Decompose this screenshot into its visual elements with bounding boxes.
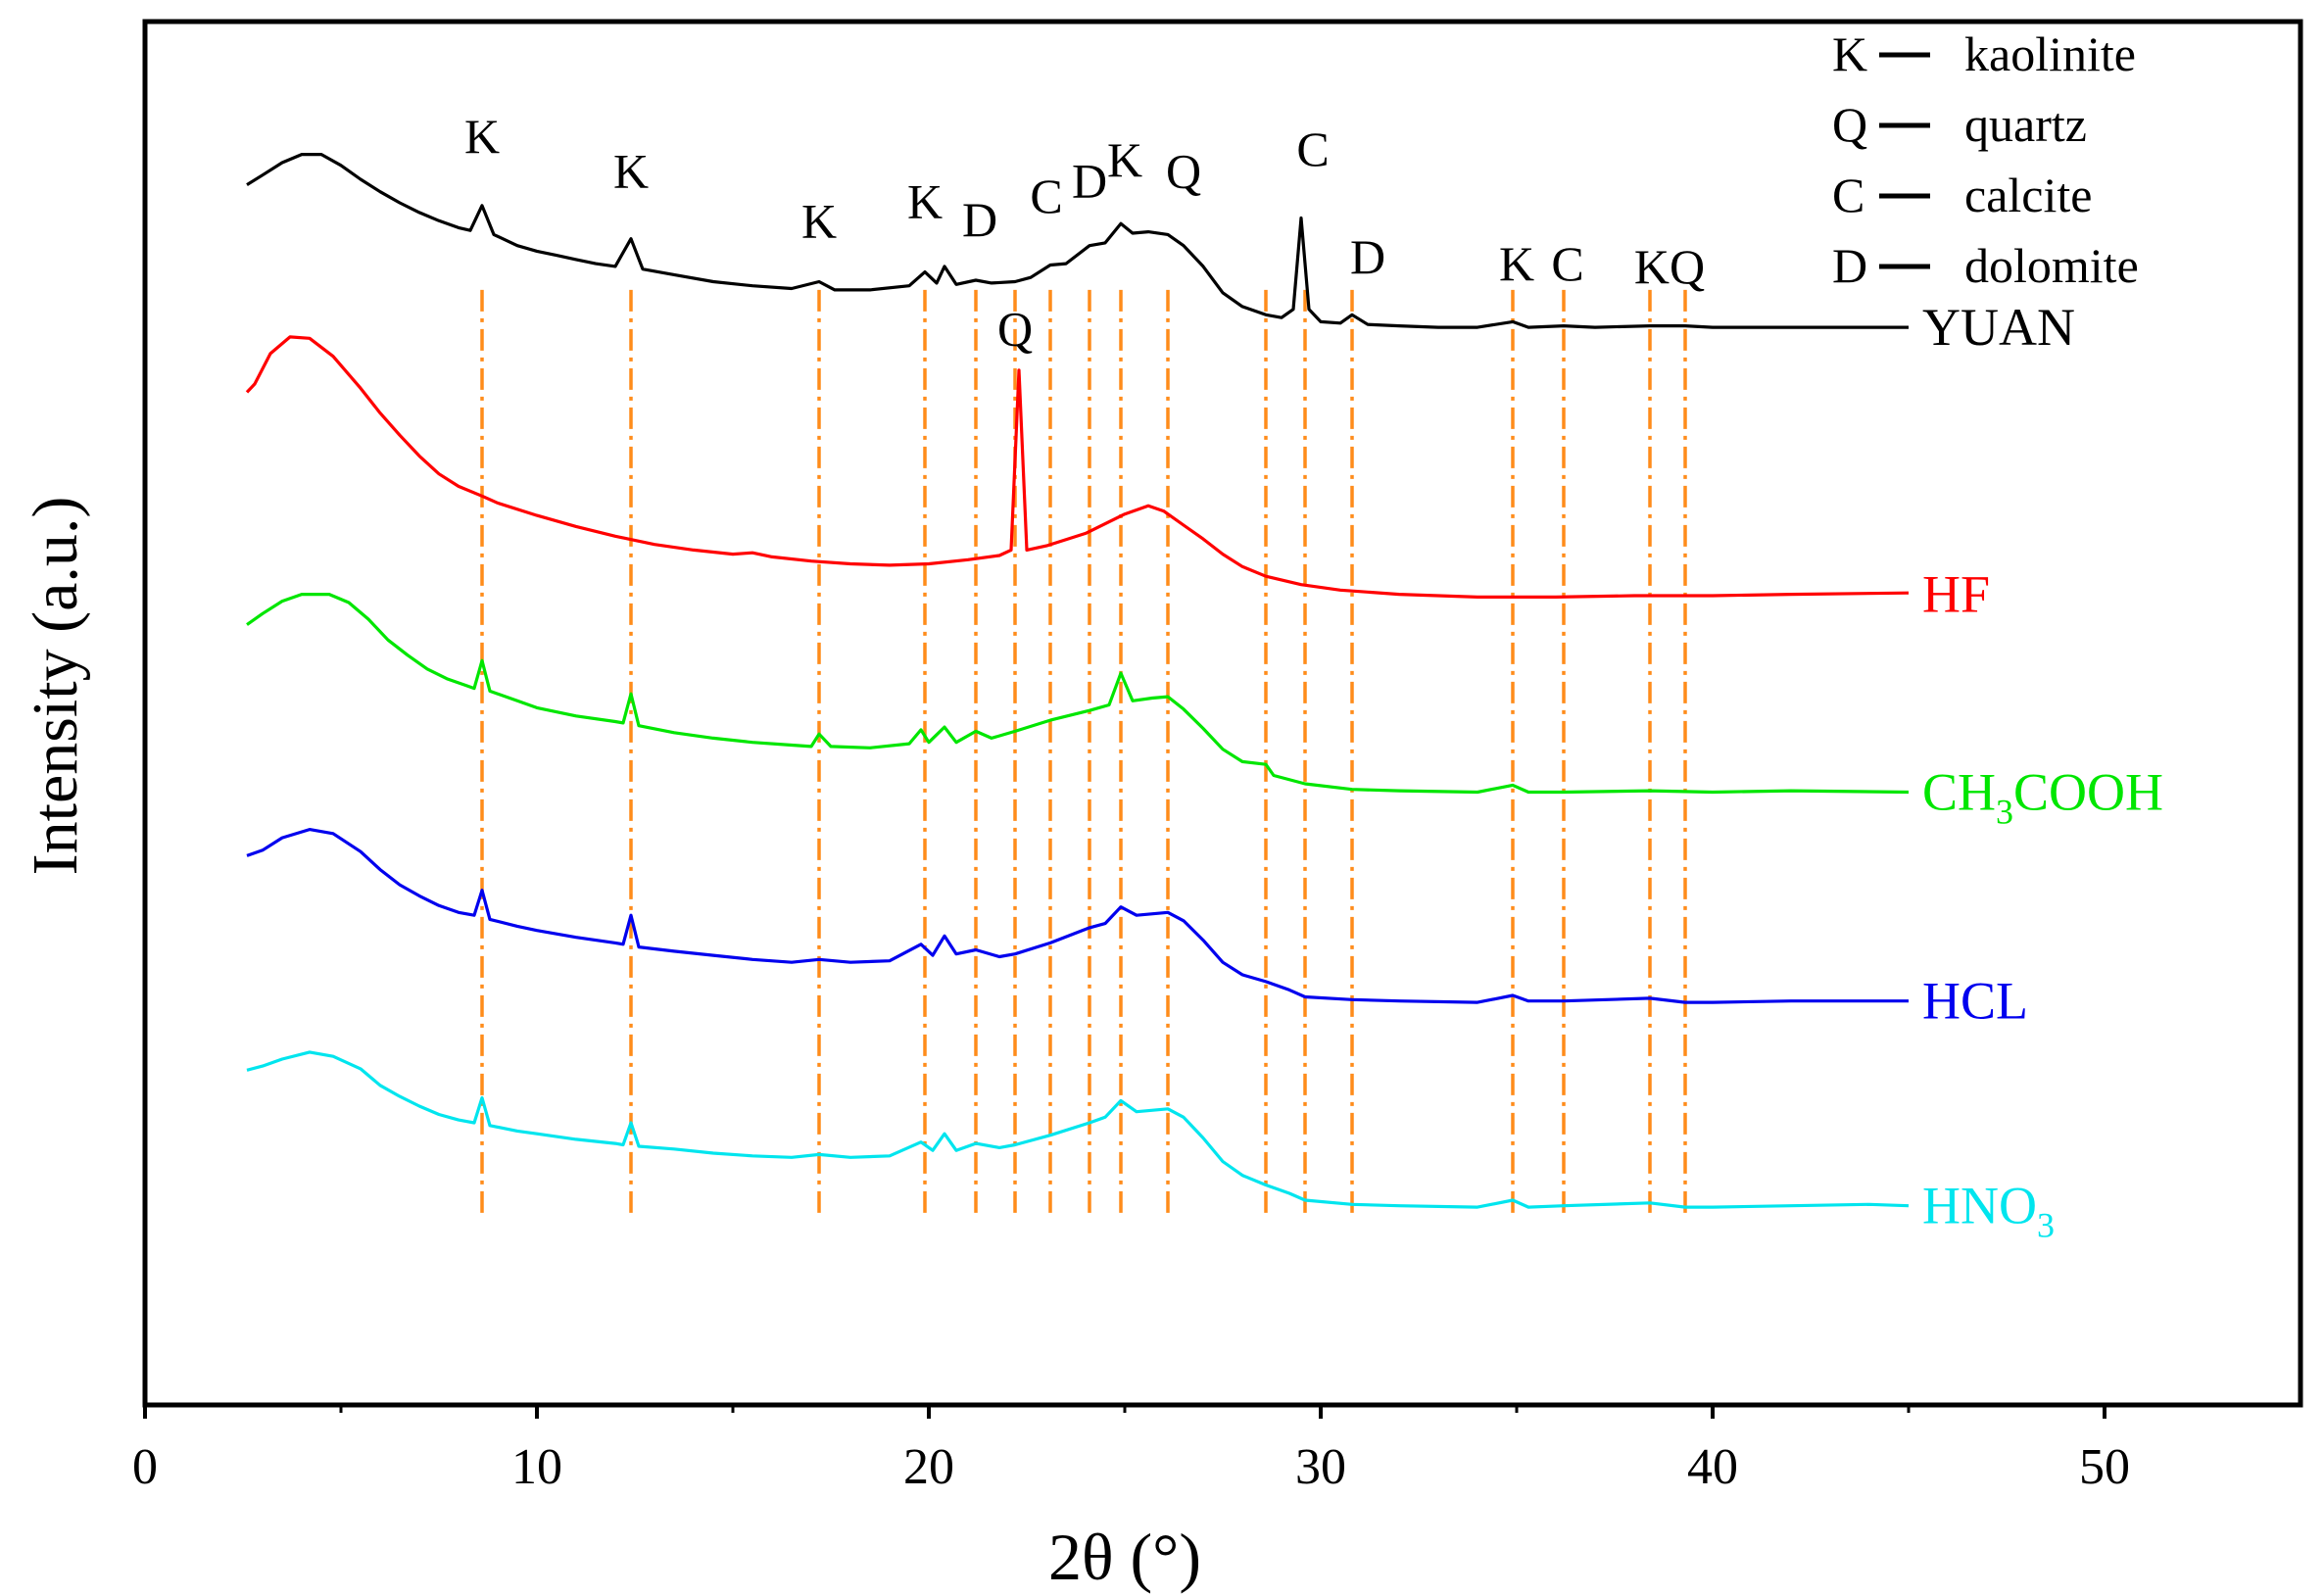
series-label-hcl: HCL <box>1922 972 2028 1031</box>
x-tick-label: 0 <box>132 1439 158 1495</box>
legend-symbol: C <box>1832 168 1864 222</box>
peak-label: D <box>1350 229 1385 284</box>
peak-label: K <box>1107 132 1142 187</box>
series-line-hcl <box>246 828 1909 1004</box>
series-line-hf <box>245 335 1910 599</box>
peak-label: K <box>801 193 837 248</box>
series-layer <box>245 153 1910 1209</box>
peak-label: K <box>464 109 500 164</box>
peak-label: C <box>1296 121 1329 176</box>
legend-symbol: D <box>1832 238 1867 293</box>
series-label-ch3cooh: CH3COOH <box>1922 762 2163 831</box>
x-tick-label: 10 <box>511 1439 562 1495</box>
peak-label: KQ <box>1634 239 1705 294</box>
x-tick-label: 30 <box>1295 1439 1346 1495</box>
legend-symbol: K <box>1832 26 1867 81</box>
series-label-yuan: YUAN <box>1922 298 2075 357</box>
series-labels: YUAN HF CH3COOH HCL HNO3 <box>1922 298 2163 1245</box>
series-label-hno3: HNO3 <box>1922 1177 2055 1245</box>
legend-symbol: Q <box>1832 97 1867 152</box>
peak-label: K <box>613 143 649 198</box>
series-line-yuan <box>246 153 1909 329</box>
plot-frame <box>142 19 2303 1408</box>
x-tick-label: 50 <box>2079 1439 2130 1495</box>
series-label-hf: HF <box>1922 565 1990 624</box>
legend-name: calcite <box>1964 168 2092 222</box>
x-tick-label: 40 <box>1687 1439 1738 1495</box>
legend-name: dolomite <box>1964 238 2139 293</box>
x-axis-ticks: 0 10 20 30 40 50 <box>132 1405 2130 1495</box>
x-tick-label: 20 <box>903 1439 954 1495</box>
peak-label: C <box>1030 169 1062 223</box>
x-axis-label: 2θ (°) <box>1048 1520 1201 1594</box>
legend-name: quartz <box>1964 97 2087 152</box>
peak-label: Q <box>1166 143 1201 198</box>
peak-label: K <box>907 174 943 229</box>
peak-annotations: KKK K D C D K Q CD K C KQQ <box>464 109 1705 356</box>
series-line-ch3cooh <box>246 593 1910 795</box>
reference-lines <box>480 289 1687 1217</box>
peak-label: K <box>1499 236 1534 291</box>
peak-label: Q <box>997 301 1033 356</box>
y-axis-label: Intensity (a.u.) <box>20 497 91 876</box>
legend-name: kaolinite <box>1964 26 2136 81</box>
peak-label: D <box>1072 153 1107 208</box>
peak-label: C <box>1551 236 1583 291</box>
peak-label: D <box>962 192 997 247</box>
series-line-hno3 <box>246 1050 1910 1209</box>
